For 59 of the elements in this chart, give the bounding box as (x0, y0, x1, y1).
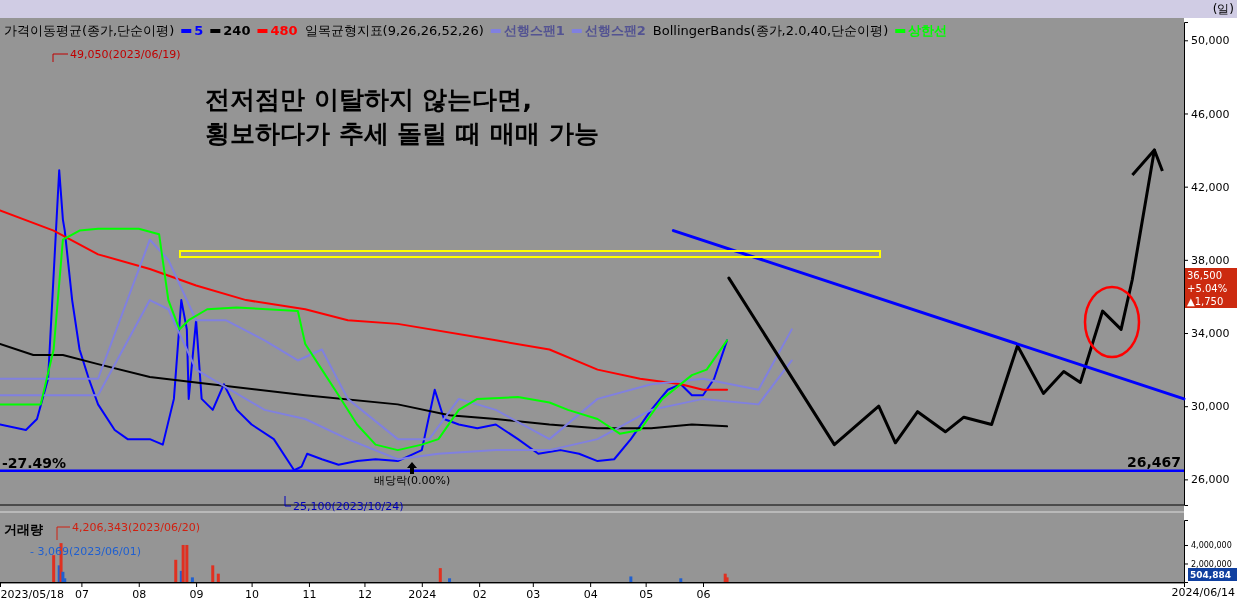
x-tick-label: 08 (132, 587, 147, 599)
x-tick-label: 11 (302, 587, 317, 599)
text: 36,500 +5.04% ▲1,750 (1187, 270, 1228, 307)
bar (185, 544, 189, 582)
bar (174, 559, 178, 582)
annotation: 배당락(0.00%) (373, 474, 451, 487)
x-tick-label: 12 (357, 587, 372, 599)
text: (일) (1212, 2, 1234, 16)
x-tick-label: 2023/05/18 (0, 587, 64, 599)
bar (190, 577, 194, 582)
legend-label: 480 (270, 23, 298, 38)
y-tick-label: 50,000 (1191, 34, 1230, 48)
y-tick-label: 26,000 (1191, 473, 1230, 487)
y-tick-label: 42,000 (1191, 180, 1230, 194)
bar (629, 576, 633, 582)
x-tick-label: 06 (696, 587, 711, 599)
annotation: 일목균형지표(9,26,26,52,26) (304, 23, 484, 38)
x-tick-label: 07 (74, 587, 89, 599)
bar (211, 565, 215, 582)
legend-label: 240 (223, 23, 251, 38)
line-series (0, 343, 729, 430)
y-tick-label: 34,000 (1191, 327, 1230, 341)
bar (725, 577, 729, 582)
x-tick-label: 10 (245, 587, 260, 599)
annotation: 25,100(2023/10/24) (293, 500, 404, 513)
x-tick-label: 02 (472, 587, 487, 599)
line-series (0, 238, 793, 441)
bar (216, 573, 220, 582)
legend-label: 선행스팬2 (584, 23, 646, 38)
bar (181, 544, 185, 582)
x-tick-label: 09 (189, 587, 204, 599)
annotation: 49,050(2023/06/19) (70, 48, 181, 61)
legend-label: 상한선 (908, 23, 948, 38)
annotation: BollingerBands(종가,2.0,40,단순이평) (652, 23, 889, 38)
y-tick-label: 38,000 (1191, 253, 1230, 267)
annotation: 전저점만 이탈하지 않는다면, 횡보하다가 추세 돌릴 때 매매 가능 (205, 85, 599, 148)
chart-title: 거래량 (4, 522, 43, 537)
legend-label: 선행스팬1 (503, 23, 565, 38)
text: 504,884 (1190, 570, 1231, 580)
x-tick-label: 2024 (408, 587, 437, 599)
annotation: -27.49% (2, 455, 67, 471)
y-tick-label: 46,000 (1191, 107, 1230, 121)
ref-line-label: 26,467 (1126, 453, 1181, 470)
x-tick-label: 03 (526, 587, 541, 599)
y-tick-label: 2,000,000 (1191, 559, 1232, 569)
x-tick-label: 04 (583, 587, 598, 599)
bar (438, 568, 442, 582)
bar (52, 555, 56, 582)
text: 2024/06/14 (1171, 586, 1235, 599)
y-tick-label: 4,000,000 (1191, 541, 1232, 551)
x-tick-label: 05 (639, 587, 654, 599)
bar (448, 578, 452, 582)
legend-label: 5 (194, 23, 204, 38)
annotation: 4,206,343(2023/06/20) (72, 521, 200, 534)
line-series (0, 209, 729, 391)
bar (679, 578, 683, 582)
line-series (0, 227, 729, 452)
annotation: 가격이동평균(종가,단순이평) (4, 23, 175, 38)
y-tick-label: 30,000 (1191, 400, 1230, 414)
